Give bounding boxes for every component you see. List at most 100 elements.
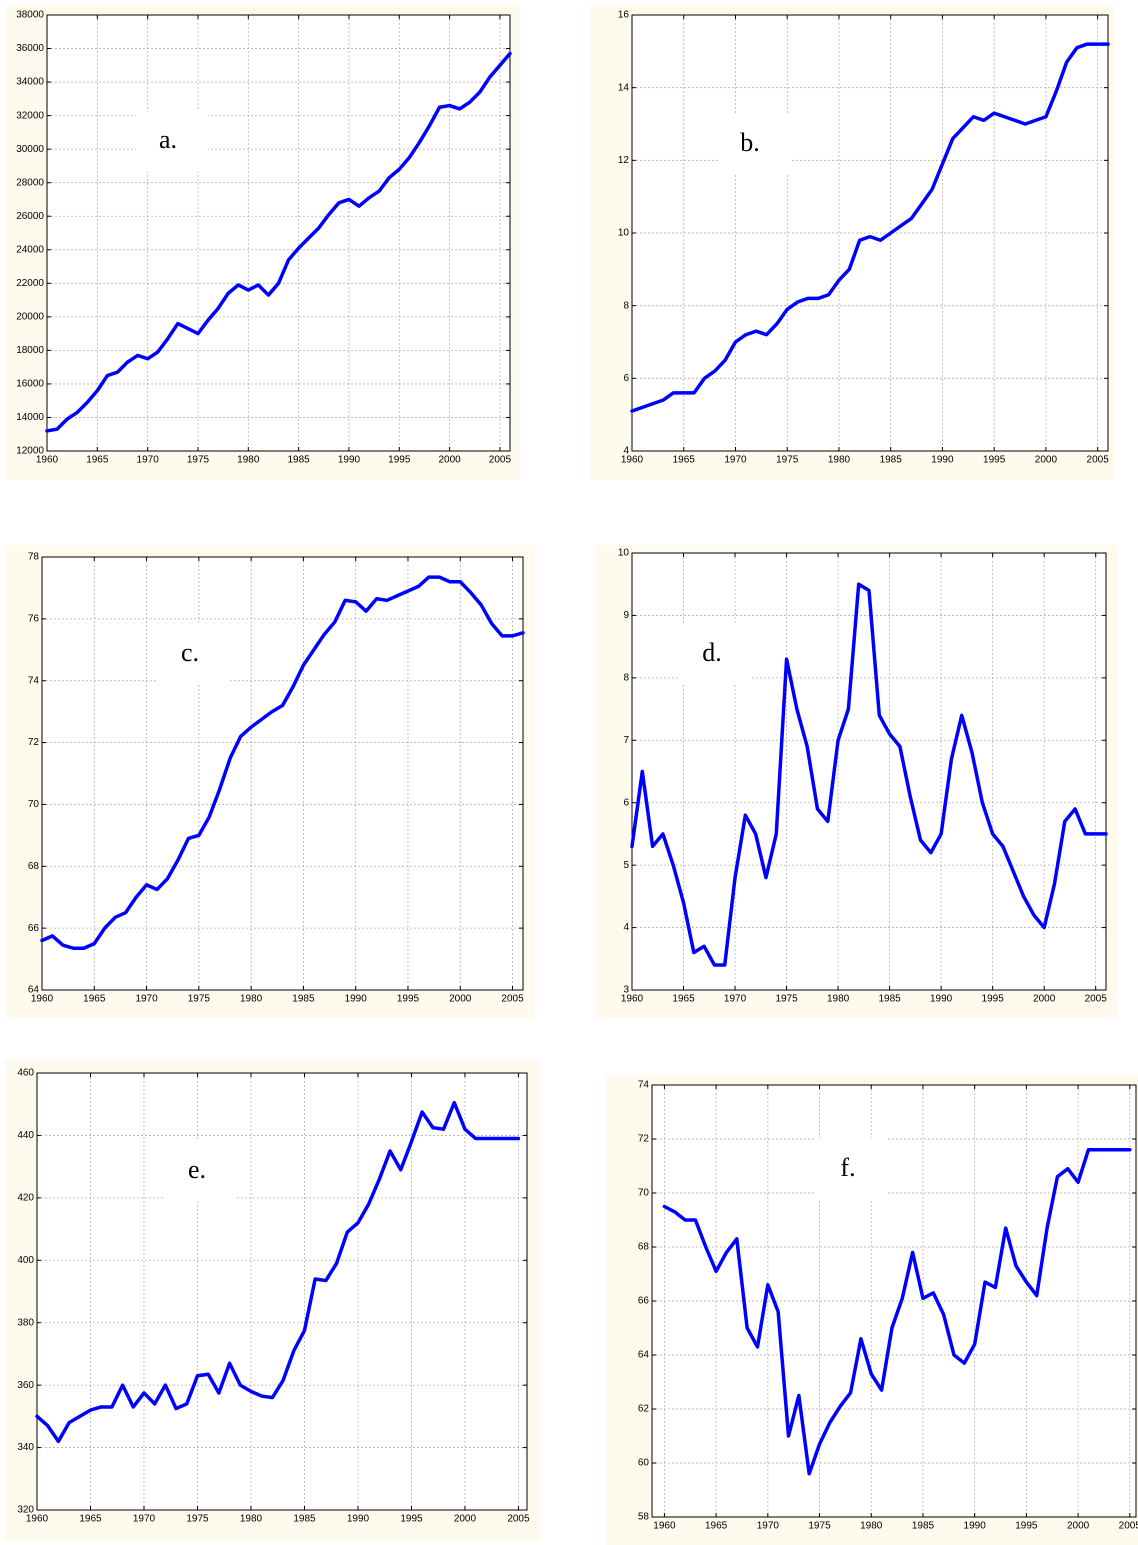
chart-panel: 320 340 360 380 400 420 440 460 1960 1965 1970 1975… [5, 1060, 540, 1540]
y-tick-label: 14 [618, 82, 630, 93]
x-tick-label: 1970 [133, 1514, 156, 1525]
y-tick-label: 10 [618, 228, 630, 239]
x-tick-label: 1960 [36, 455, 59, 466]
y-tick-label: 68 [638, 1242, 650, 1253]
x-tick-label: 1995 [397, 994, 420, 1005]
x-tick-label: 1995 [388, 455, 411, 466]
y-tick-label: 70 [28, 799, 40, 810]
y-tick-label: 38000 [16, 10, 44, 21]
chart-panel: 3 4 5 6 7 8 9 10 1960 1965 1970 1975 1980 1985 1990 199… [595, 545, 1118, 1018]
x-tick-label: 1980 [237, 455, 260, 466]
y-tick-label: 8 [623, 672, 629, 683]
chart-panel: 58 60 62 64 66 68 70 72 74 1960 1965 1970 1975 1980 19… [605, 1075, 1138, 1545]
x-tick-label: 1985 [293, 1514, 316, 1525]
x-tick-label: 1980 [240, 1514, 263, 1525]
x-tick-label: 2000 [1067, 1521, 1090, 1532]
x-tick-label: 1965 [673, 455, 696, 466]
x-tick-label: 1985 [288, 455, 311, 466]
chart-panel: 4 6 8 10 12 14 16 1960 1965 1970 1975 1980 1985 1990 1… [590, 5, 1115, 480]
x-tick-label: 2000 [1035, 455, 1058, 466]
annotation-box [718, 113, 790, 175]
y-tick-label: 22000 [16, 278, 44, 289]
y-tick-label: 380 [17, 1317, 34, 1328]
x-tick-label: 1960 [31, 994, 54, 1005]
chart-panel: 64 66 68 70 72 74 76 78 1960 1965 1970 1975 1980 1985… [5, 545, 535, 1018]
y-tick-label: 10 [618, 548, 630, 559]
y-tick-label: 78 [28, 552, 40, 563]
y-tick-label: 64 [28, 985, 40, 996]
x-tick-label: 2005 [1085, 994, 1108, 1005]
x-tick-label: 1965 [83, 994, 106, 1005]
x-tick-label: 1980 [827, 994, 850, 1005]
y-tick-label: 60 [638, 1458, 650, 1469]
y-tick-label: 36000 [16, 43, 44, 54]
y-tick-label: 400 [17, 1255, 34, 1266]
plot-frame [41, 556, 524, 991]
plot-frame [631, 552, 1107, 991]
y-tick-label: 20000 [16, 311, 44, 322]
x-tick-label: 1990 [930, 994, 953, 1005]
x-tick-label: 1975 [188, 994, 211, 1005]
y-tick-label: 9 [623, 610, 629, 621]
data-line [40, 575, 525, 950]
x-tick-label: 2000 [449, 994, 472, 1005]
y-tick-label: 26000 [16, 211, 44, 222]
x-tick-label: 1960 [653, 1521, 676, 1532]
y-tick-label: 7 [623, 735, 629, 746]
y-tick-label: 74 [28, 675, 40, 686]
plot-frame [631, 14, 1109, 452]
y-tick-label: 8 [623, 300, 629, 311]
annotation-box [816, 1138, 888, 1200]
x-tick-label: 1970 [137, 455, 160, 466]
y-tick-label: 74 [638, 1080, 650, 1091]
y-tick-label: 58 [638, 1512, 650, 1523]
y-tick-label: 6 [623, 373, 629, 384]
y-tick-label: 4 [623, 446, 629, 457]
y-tick-label: 440 [17, 1130, 34, 1141]
x-tick-label: 1995 [400, 1514, 423, 1525]
x-tick-label: 1970 [135, 994, 158, 1005]
x-tick-label: 1980 [240, 994, 263, 1005]
plot-area [37, 1073, 527, 1510]
y-tick-label: 66 [638, 1296, 650, 1307]
x-tick-label: 1975 [775, 994, 798, 1005]
y-tick-label: 70 [638, 1188, 650, 1199]
annotation: e. [188, 1155, 206, 1184]
x-tick-label: 1990 [931, 455, 954, 466]
x-tick-label: 1980 [828, 455, 851, 466]
x-tick-label: 1960 [621, 455, 644, 466]
annotation-box [165, 1140, 237, 1202]
y-tick-label: 64 [638, 1350, 650, 1361]
y-tick-label: 72 [638, 1134, 650, 1145]
x-tick-label: 1980 [860, 1521, 883, 1532]
x-tick-label: 2005 [489, 455, 512, 466]
y-tick-label: 76 [28, 613, 40, 624]
y-tick-label: 34000 [16, 77, 44, 88]
x-tick-label: 2000 [438, 455, 461, 466]
x-tick-label: 1975 [808, 1521, 831, 1532]
plot-frame [651, 1084, 1137, 1518]
plot-area [632, 553, 1106, 990]
data-line [35, 1100, 521, 1444]
y-tick-label: 28000 [16, 177, 44, 188]
y-tick-label: 66 [28, 923, 40, 934]
x-tick-label: 2005 [501, 994, 524, 1005]
y-tick-label: 320 [17, 1505, 34, 1516]
y-tick-label: 30000 [16, 144, 44, 155]
y-tick-label: 72 [28, 737, 40, 748]
y-tick-label: 3 [623, 985, 629, 996]
annotation: d. [702, 638, 722, 667]
x-tick-label: 2005 [507, 1514, 530, 1525]
x-tick-label: 1995 [982, 994, 1005, 1005]
y-tick-label: 6 [623, 797, 629, 808]
x-tick-label: 2000 [1033, 994, 1056, 1005]
x-tick-label: 2005 [1119, 1521, 1138, 1532]
x-tick-label: 1960 [621, 994, 644, 1005]
x-tick-label: 1985 [292, 994, 315, 1005]
annotation: c. [181, 638, 199, 667]
chart-panel: 12000 14000 16000 18000 20000 22000 24000 26000… [5, 5, 520, 480]
y-tick-label: 12 [618, 155, 630, 166]
x-tick-label: 1990 [347, 1514, 370, 1525]
x-tick-label: 1985 [912, 1521, 935, 1532]
